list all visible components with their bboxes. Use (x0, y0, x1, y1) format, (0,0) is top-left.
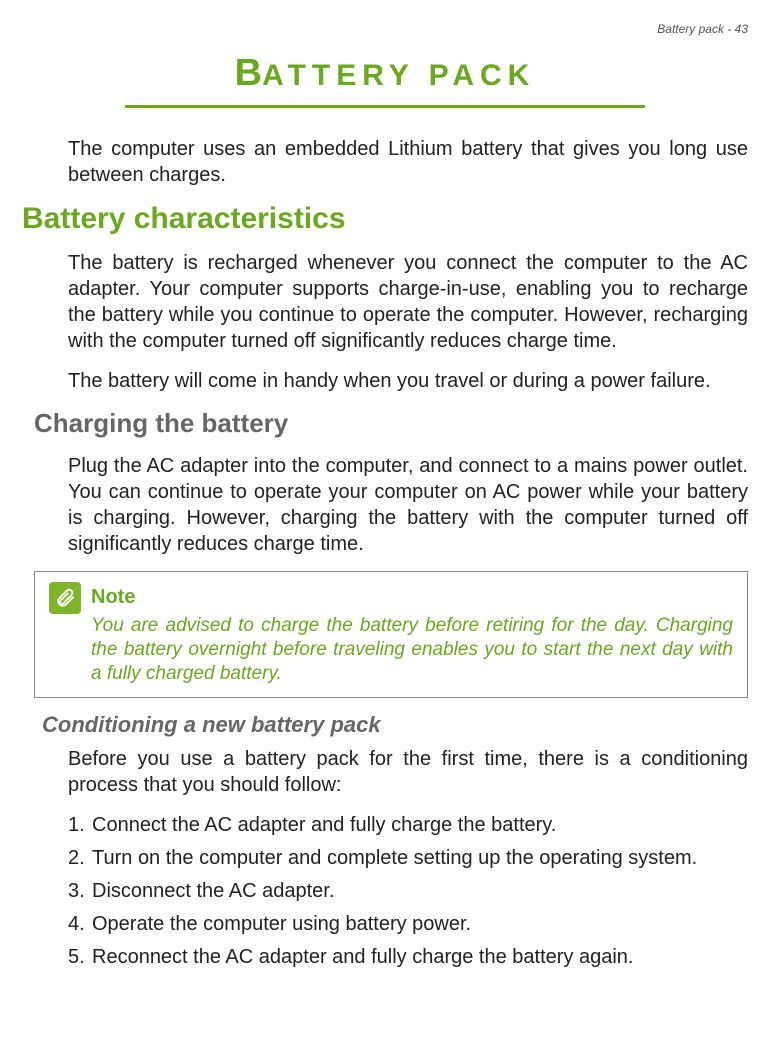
conditioning-intro: Before you use a battery pack for the fi… (68, 746, 748, 798)
title-first-letter: B (235, 52, 262, 94)
list-item: 4. Operate the computer using battery po… (68, 911, 748, 938)
paperclip-icon (49, 582, 81, 614)
title-rest: ATTERY PACK (262, 59, 535, 92)
page-title: BATTERY PACK (22, 52, 748, 95)
note-body: You are advised to charge the battery be… (91, 614, 733, 685)
list-number: 5. (68, 944, 92, 971)
heading-charging-battery: Charging the battery (34, 408, 748, 439)
characteristics-p2: The battery will come in handy when you … (68, 368, 748, 394)
note-title: Note (91, 586, 135, 609)
list-text: Operate the computer using battery power… (92, 911, 748, 938)
characteristics-p1: The battery is recharged whenever you co… (68, 250, 748, 354)
list-item: 2. Turn on the computer and complete set… (68, 845, 748, 872)
list-number: 1. (68, 812, 92, 839)
list-text: Reconnect the AC adapter and fully charg… (92, 944, 748, 971)
list-text: Turn on the computer and complete settin… (92, 845, 748, 872)
list-item: 3. Disconnect the AC adapter. (68, 878, 748, 905)
list-text: Connect the AC adapter and fully charge … (92, 812, 748, 839)
heading-conditioning: Conditioning a new battery pack (42, 712, 748, 738)
charging-p1: Plug the AC adapter into the computer, a… (68, 453, 748, 557)
list-number: 3. (68, 878, 92, 905)
list-item: 1. Connect the AC adapter and fully char… (68, 812, 748, 839)
title-divider (125, 105, 645, 108)
list-text: Disconnect the AC adapter. (92, 878, 748, 905)
page-header: Battery pack - 43 (22, 22, 748, 36)
heading-battery-characteristics: Battery characteristics (22, 202, 748, 236)
note-callout: Note You are advised to charge the batte… (34, 571, 748, 698)
list-number: 2. (68, 845, 92, 872)
list-item: 5. Reconnect the AC adapter and fully ch… (68, 944, 748, 971)
intro-paragraph: The computer uses an embedded Lithium ba… (68, 136, 748, 188)
list-number: 4. (68, 911, 92, 938)
